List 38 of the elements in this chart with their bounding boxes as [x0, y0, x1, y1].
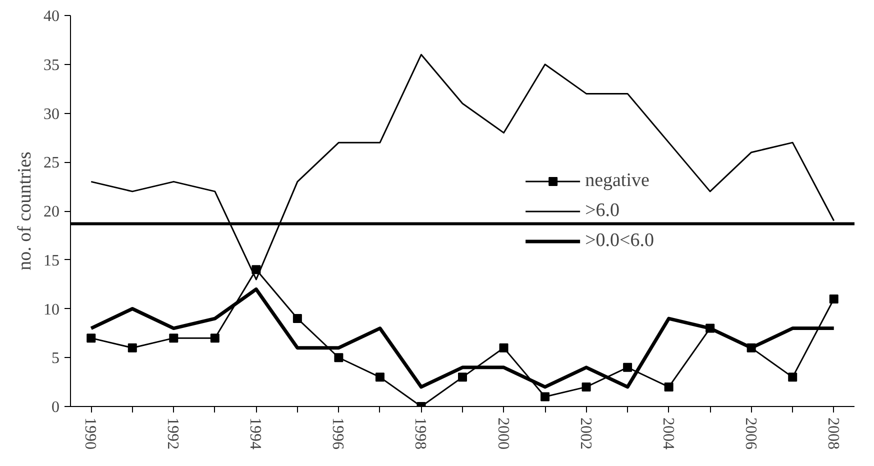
y-tick-label: 25: [44, 154, 60, 172]
x-tick-label: 2000: [494, 418, 512, 450]
point: [334, 353, 344, 362]
legend-label: negative: [585, 170, 650, 192]
x-tick-label: 1996: [329, 418, 346, 450]
x-tick-label: 2008: [824, 418, 842, 450]
y-tick-label: 40: [44, 8, 60, 25]
y-tick-label: 5: [52, 350, 60, 368]
point: [128, 343, 137, 352]
point: [788, 372, 798, 382]
y-tick-label: 15: [44, 252, 60, 270]
point: [375, 372, 384, 382]
x-tick-label: 1990: [82, 418, 99, 450]
point: [210, 334, 220, 343]
legend-label: >0.0<6.0: [585, 230, 654, 252]
y-tick-label: 35: [44, 56, 60, 74]
point: [169, 334, 178, 343]
x-tick-label: 2004: [659, 418, 676, 450]
point: [829, 294, 838, 304]
legend-label: >6.0: [585, 200, 620, 222]
point: [86, 334, 96, 343]
point: [540, 392, 550, 402]
point: [458, 372, 467, 382]
y-tick-label: 0: [52, 399, 60, 416]
y-tick-label: 30: [44, 106, 60, 123]
point: [664, 382, 674, 392]
y-axis-title: no. of countries: [14, 152, 36, 270]
x-tick-label: 1992: [164, 418, 182, 450]
x-tick-label: 1994: [246, 418, 264, 450]
point: [499, 343, 508, 352]
y-tick-label: 20: [44, 204, 60, 220]
x-tick-label: 2002: [576, 418, 594, 450]
x-tick-label: 1998: [412, 418, 429, 450]
x-tick-label: 2006: [742, 418, 759, 450]
point: [292, 314, 302, 324]
point: [582, 382, 591, 392]
y-tick-label: 10: [44, 301, 60, 318]
point: [623, 362, 632, 372]
